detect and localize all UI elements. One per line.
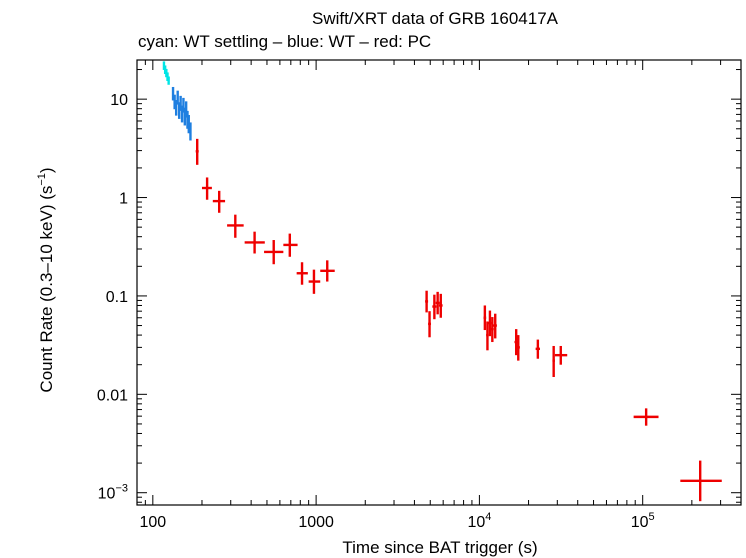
data-point	[184, 101, 188, 118]
data-points	[162, 61, 722, 502]
axes: 100 1000 104 105 10 1 0.1 0.01 10−3	[97, 59, 742, 531]
data-point	[435, 291, 440, 315]
data-point	[516, 335, 520, 361]
data-point	[167, 76, 170, 85]
y-axis-label-exponent: −1	[36, 173, 48, 186]
y-axis-label-close: )	[37, 167, 56, 173]
data-point	[187, 115, 190, 134]
data-point	[552, 345, 555, 377]
data-point	[179, 95, 182, 111]
data-point	[432, 294, 437, 320]
series-0	[162, 61, 170, 85]
data-point	[195, 138, 199, 165]
data-point	[490, 317, 494, 343]
y-axis-label-main: Count Rate (0.3–10 keV) (s	[37, 186, 56, 393]
data-point	[554, 345, 568, 365]
x-tick-label: 1000	[298, 514, 334, 531]
data-point	[180, 105, 184, 123]
y-tick-label: 0.01	[97, 387, 128, 404]
data-point	[493, 313, 497, 339]
data-point	[680, 460, 722, 502]
data-point	[438, 293, 443, 318]
data-point	[633, 408, 659, 426]
data-point	[264, 240, 284, 265]
data-point	[535, 339, 540, 359]
data-point	[189, 122, 192, 141]
y-tick-label: 10	[110, 92, 128, 109]
data-point	[182, 97, 185, 113]
x-tick-label: 104	[467, 511, 491, 531]
y-tick-label: 1	[119, 191, 128, 208]
plot-frame	[136, 59, 742, 506]
series-1	[171, 86, 192, 141]
series-2	[195, 138, 722, 502]
data-point	[428, 311, 431, 338]
data-point	[176, 90, 179, 105]
data-point	[296, 262, 308, 285]
data-point	[483, 305, 487, 331]
chart-subtitle: cyan: WT settling – blue: WT – red: PC	[138, 32, 431, 51]
x-axis-label: Time since BAT trigger (s)	[342, 538, 537, 557]
x-tick-label: 100	[139, 514, 166, 531]
data-point	[320, 260, 335, 282]
x-tick-label: 105	[631, 511, 655, 531]
data-point	[201, 177, 212, 200]
data-point	[488, 310, 492, 337]
y-axis-label: Count Rate (0.3–10 keV) (s−1)	[36, 167, 56, 392]
data-point	[244, 231, 265, 254]
data-point	[174, 100, 178, 116]
data-point	[227, 214, 244, 238]
data-point	[486, 321, 489, 351]
y-tick-label: 0.1	[106, 289, 128, 306]
chart-title: Swift/XRT data of GRB 160417A	[312, 9, 559, 28]
data-point	[425, 290, 429, 313]
data-point	[283, 233, 298, 257]
data-point	[171, 86, 175, 101]
data-point	[308, 269, 321, 294]
y-tick-label: 10−3	[98, 483, 128, 503]
data-point	[212, 190, 226, 213]
